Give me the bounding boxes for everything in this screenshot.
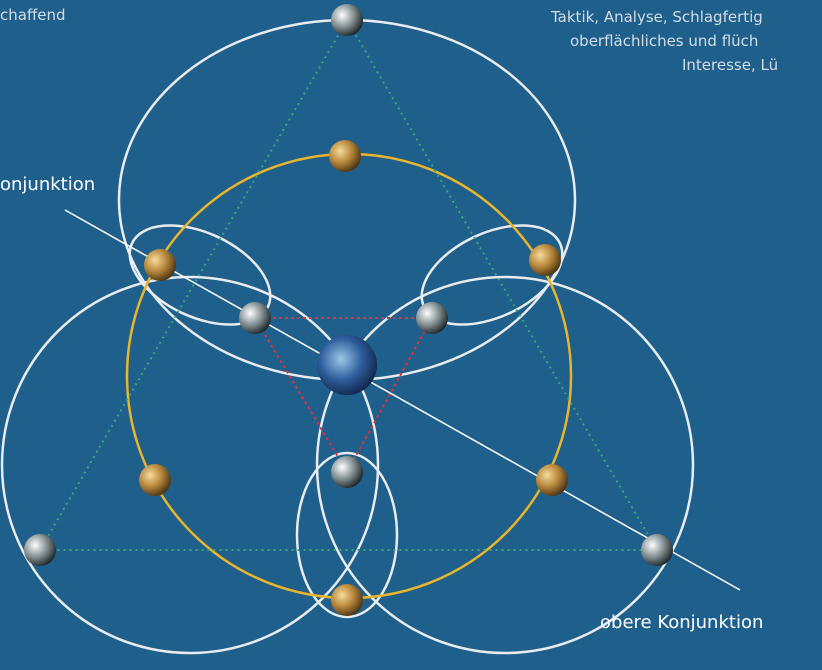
label: obere Konjunktion — [600, 612, 763, 633]
note-text: Taktik, Analyse, Schlagfertig — [550, 8, 763, 26]
note-text: chaffend — [0, 6, 66, 24]
note-text: oberflächliches und flüch — [570, 32, 758, 50]
note-text: Interesse, Lü — [682, 56, 778, 74]
earth — [317, 335, 377, 395]
background — [0, 0, 822, 670]
diagram: chaffend Taktik, Analyse, Schlagfertig o… — [0, 0, 822, 670]
page: chaffend Taktik, Analyse, Schlagfertig o… — [0, 0, 822, 670]
label: onjunktion — [0, 174, 95, 195]
